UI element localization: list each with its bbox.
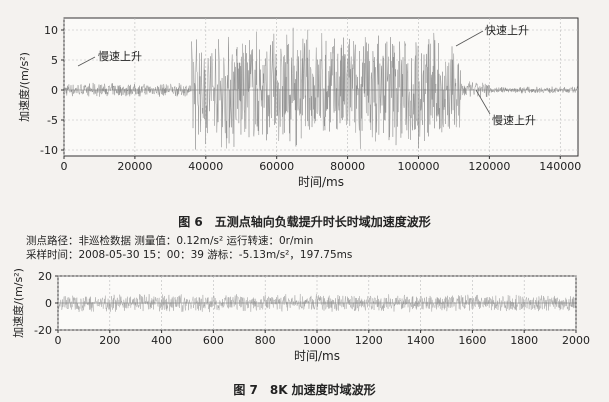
x-tick-label: 1800 — [510, 334, 538, 347]
x-tick-label: 0 — [55, 334, 62, 347]
y-tick-label: 0 — [45, 297, 52, 310]
annotation-pointer — [455, 30, 484, 47]
waveform-line — [63, 27, 579, 150]
x-tick-label: 600 — [203, 334, 224, 347]
x-tick-label: 100000 — [397, 160, 439, 173]
x-axis-label: 时间/ms — [294, 349, 340, 363]
y-axis-label: 加速度/(m/s²) — [17, 52, 31, 122]
x-tick-label: 1200 — [355, 334, 383, 347]
y-tick-label: -20 — [34, 324, 52, 337]
annotation-slow-rise-2: 慢速上升 — [492, 114, 536, 127]
y-tick-label: 0 — [51, 84, 58, 97]
fig7-caption: 图 7 8K 加速度时域波形 — [233, 383, 376, 397]
annotation-fast-rise: 快速上升 — [485, 24, 529, 37]
x-tick-label: 20000 — [117, 160, 152, 173]
y-tick-label: 10 — [44, 24, 58, 37]
waveform-line — [57, 293, 576, 313]
y-axis-label: 加速度/(m/s²) — [11, 268, 25, 338]
chart-fig6: 0 20000 40000 60000 80000 100000 120000 140000 -… — [17, 17, 581, 189]
x-tick-label: 80000 — [330, 160, 365, 173]
chart-fig7: 0 200 400 600 800 1000 1200 1400 1600 1800 2000-20… — [11, 268, 590, 363]
x-tick-label: 400 — [151, 334, 172, 347]
info-line-2: 采样时间：2008-05-30 15：00：39 游标：-5.13m/s²，19… — [26, 249, 353, 261]
annotation-slow-rise-1: 慢速上升 — [98, 50, 142, 63]
x-tick-label: 2000 — [562, 334, 590, 347]
fig6-caption: 图 6 五测点轴向负载提升时长时域加速度波形 — [178, 215, 431, 229]
x-tick-label: 200 — [99, 334, 120, 347]
y-tick-label: 20 — [38, 270, 52, 283]
info-line-1: 测点路径：非巡检数据 测量值：0.12m/s² 运行转速：0r/min — [26, 235, 314, 247]
x-tick-label: 140000 — [539, 160, 581, 173]
x-tick-label: 40000 — [188, 160, 223, 173]
x-axis-label: 时间/ms — [298, 175, 344, 189]
x-tick-label: 0 — [61, 160, 68, 173]
x-tick-label: 120000 — [468, 160, 510, 173]
y-tick-label: -5 — [47, 114, 58, 127]
x-tick-label: 1000 — [303, 334, 331, 347]
x-tick-label: 60000 — [259, 160, 294, 173]
annotation-pointer — [77, 56, 96, 67]
x-tick-label: 1400 — [407, 334, 435, 347]
y-tick-label: -10 — [40, 144, 58, 157]
y-tick-label: 5 — [51, 54, 58, 67]
x-tick-label: 800 — [255, 334, 276, 347]
x-tick-label: 1600 — [458, 334, 486, 347]
annotation-pointer — [475, 89, 491, 115]
